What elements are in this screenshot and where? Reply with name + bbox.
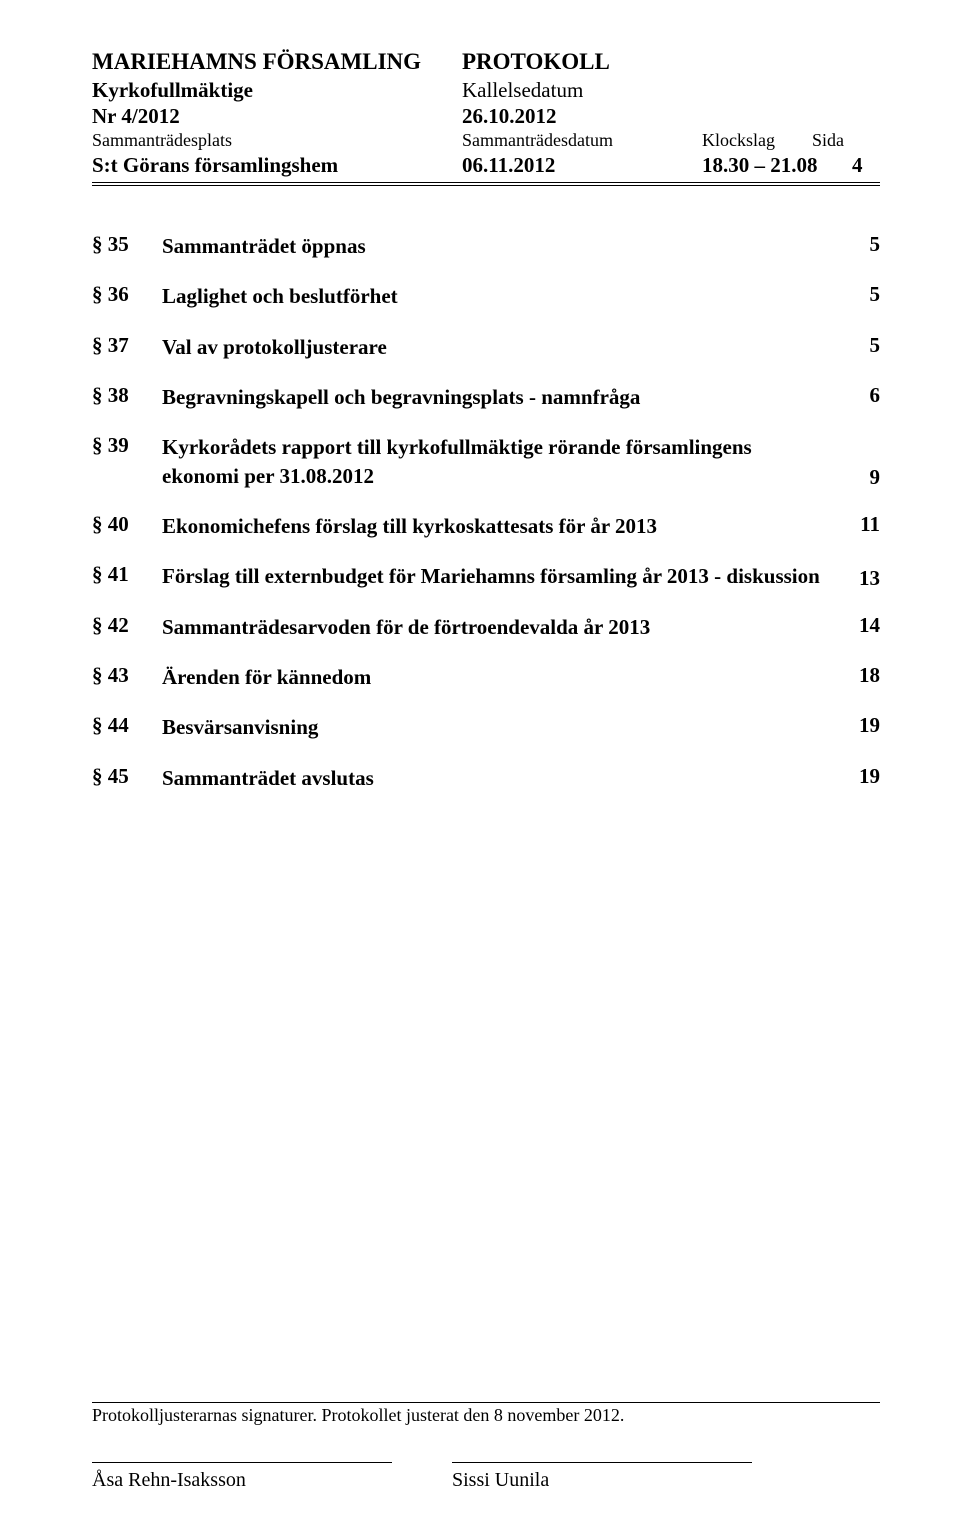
header-date-label: Sammanträdesdatum	[462, 129, 702, 152]
toc-row: § 36 Laglighet och beslutförhet 5	[92, 282, 880, 310]
header-org: MARIEHAMNS FÖRSAMLING	[92, 48, 462, 77]
footer-divider	[92, 1402, 880, 1403]
spacer	[92, 814, 880, 1398]
toc-title: Sammanträdesarvoden för de förtroendeval…	[162, 613, 840, 641]
header-call-date: 26.10.2012	[462, 103, 702, 129]
toc-sec: § 42	[92, 613, 162, 638]
toc-page: 9	[840, 465, 880, 490]
signature-line	[452, 1462, 752, 1467]
toc-page: 5	[840, 232, 880, 257]
toc-row: § 45 Sammanträdet avslutas 19	[92, 764, 880, 792]
toc-sec: § 44	[92, 713, 162, 738]
header-time: 18.30 – 21.08	[702, 152, 852, 178]
toc-page: 11	[840, 512, 880, 537]
toc-title: Laglighet och beslutförhet	[162, 282, 840, 310]
header-divider-1	[92, 182, 880, 183]
toc-page: 5	[840, 282, 880, 307]
toc-title: Val av protokolljusterare	[162, 333, 840, 361]
toc-title: Sammanträdet avslutas	[162, 764, 840, 792]
toc-page: 19	[840, 713, 880, 738]
toc-row: § 35 Sammanträdet öppnas 5	[92, 232, 880, 260]
toc-row: § 44 Besvärsanvisning 19	[92, 713, 880, 741]
signature-block-1: Åsa Rehn-Isaksson	[92, 1462, 392, 1492]
signature-line	[92, 1462, 392, 1467]
signature-name-2: Sissi Uunila	[452, 1469, 752, 1492]
signature-name-1: Åsa Rehn-Isaksson	[92, 1469, 392, 1492]
toc-page: 19	[840, 764, 880, 789]
toc-page: 13	[840, 566, 880, 591]
toc-sec: § 41	[92, 562, 162, 587]
toc-sec: § 37	[92, 333, 162, 358]
toc-page: 5	[840, 333, 880, 358]
toc-page: 18	[840, 663, 880, 688]
toc-title: Ärenden för kännedom	[162, 663, 840, 691]
header-nr: Nr 4/2012	[92, 103, 462, 129]
toc-sec: § 36	[92, 282, 162, 307]
footer-note: Protokolljusterarnas signaturer. Protoko…	[92, 1405, 880, 1426]
toc-title: Ekonomichefens förslag till kyrkoskattes…	[162, 512, 840, 540]
header-page-num: 4	[852, 152, 880, 178]
header-page-label: Sida	[812, 129, 880, 152]
page: MARIEHAMNS FÖRSAMLING PROTOKOLL Kyrkoful…	[0, 0, 960, 1532]
toc-row: § 37 Val av protokolljusterare 5	[92, 333, 880, 361]
toc-title: Begravningskapell och begravningsplats -…	[162, 383, 840, 411]
toc-page: 14	[840, 613, 880, 638]
header-line-4: Sammanträdesplats Sammanträdesdatum Kloc…	[92, 129, 880, 152]
toc-row: § 38 Begravningskapell och begravningspl…	[92, 383, 880, 411]
toc-title: Sammanträdet öppnas	[162, 232, 840, 260]
toc-row: § 42 Sammanträdesarvoden för de förtroen…	[92, 613, 880, 641]
toc-row: § 40 Ekonomichefens förslag till kyrkosk…	[92, 512, 880, 540]
header-divider-2	[92, 185, 880, 186]
toc-page: 6	[840, 383, 880, 408]
toc-sec: § 45	[92, 764, 162, 789]
toc: § 35 Sammanträdet öppnas 5 § 36 Laglighe…	[92, 232, 880, 814]
toc-row: § 41 Förslag till externbudget för Marie…	[92, 562, 880, 590]
header-place: S:t Görans församlingshem	[92, 152, 462, 178]
header-line-5: S:t Görans församlingshem 06.11.2012 18.…	[92, 152, 880, 178]
header-date: 06.11.2012	[462, 152, 702, 178]
toc-sec: § 35	[92, 232, 162, 257]
toc-sec: § 38	[92, 383, 162, 408]
toc-title: Kyrkorådets rapport till kyrkofullmäktig…	[162, 433, 840, 490]
toc-sec: § 39	[92, 433, 162, 458]
toc-title: Förslag till externbudget för Mariehamns…	[162, 562, 840, 590]
toc-row: § 39 Kyrkorådets rapport till kyrkofullm…	[92, 433, 880, 490]
header-body: Kyrkofullmäktige	[92, 77, 462, 103]
toc-sec: § 43	[92, 663, 162, 688]
header-doc-type: PROTOKOLL	[462, 48, 702, 77]
header-call-label: Kallelsedatum	[462, 77, 702, 103]
header-place-label: Sammanträdesplats	[92, 129, 462, 152]
header-line-3: Nr 4/2012 26.10.2012	[92, 103, 880, 129]
toc-title: Besvärsanvisning	[162, 713, 840, 741]
signature-row: Åsa Rehn-Isaksson Sissi Uunila	[92, 1462, 880, 1492]
toc-row: § 43 Ärenden för kännedom 18	[92, 663, 880, 691]
header-line-2: Kyrkofullmäktige Kallelsedatum	[92, 77, 880, 103]
header-time-label: Klockslag	[702, 129, 812, 152]
toc-sec: § 40	[92, 512, 162, 537]
header-line-1: MARIEHAMNS FÖRSAMLING PROTOKOLL	[92, 48, 880, 77]
signature-block-2: Sissi Uunila	[452, 1462, 752, 1492]
